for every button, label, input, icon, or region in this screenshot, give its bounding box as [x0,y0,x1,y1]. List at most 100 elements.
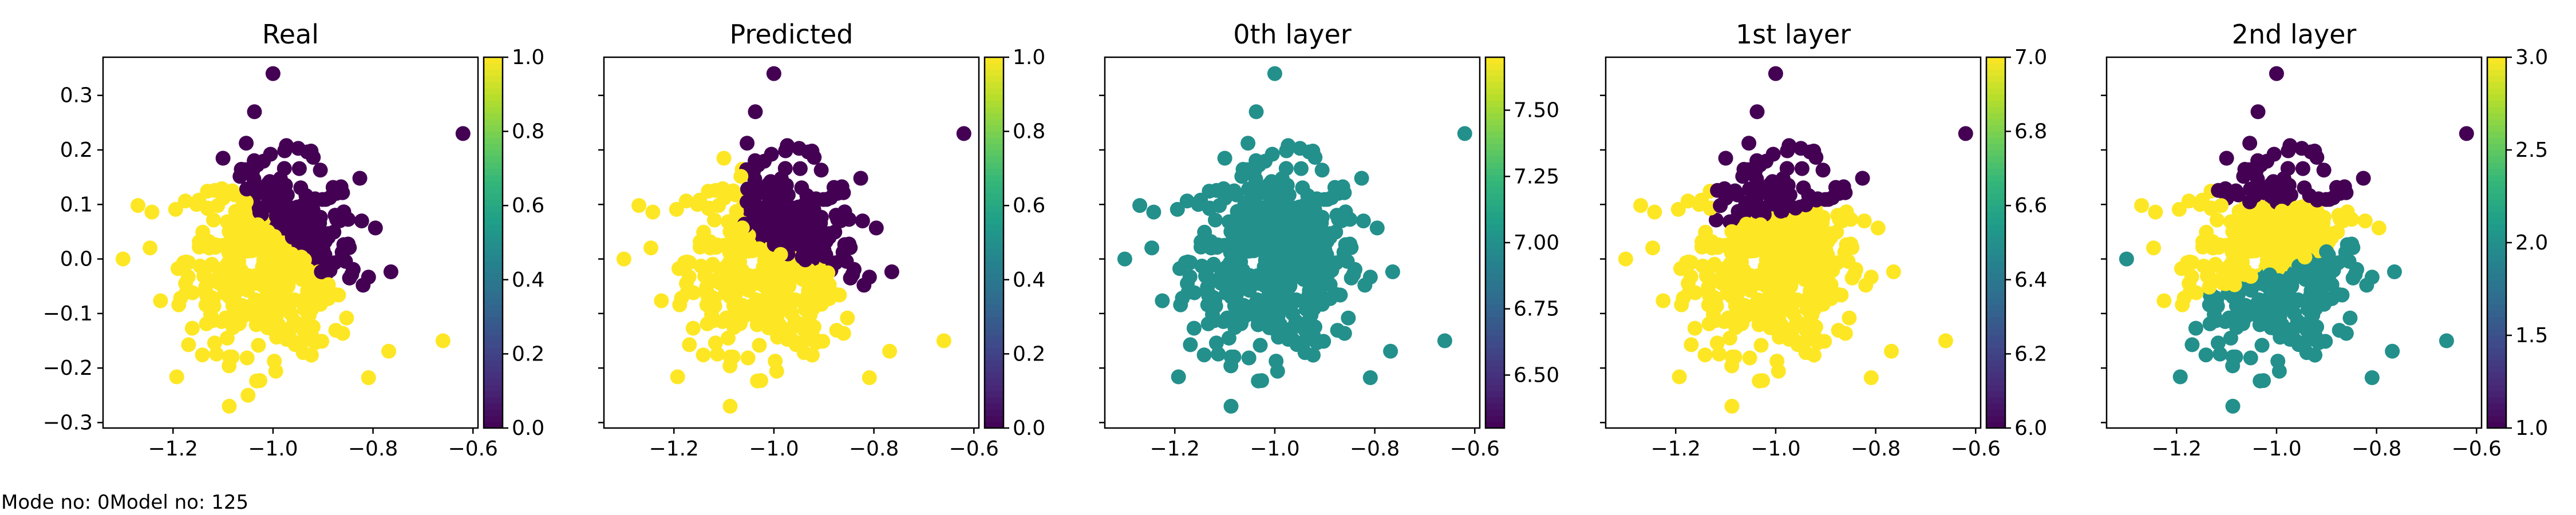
data-point [730,316,746,331]
colorbar-segment [1986,286,2005,292]
data-point [752,338,767,353]
data-point [272,247,287,262]
colorbar-segment [985,360,1003,367]
data-point [1285,332,1301,347]
data-point [1250,317,1266,332]
data-point [706,313,721,328]
data-point [725,349,741,365]
data-point [2274,204,2290,219]
colorbar-segment [985,341,1003,348]
data-point [1295,249,1311,265]
data-point [2184,337,2200,352]
data-point [1687,320,1702,336]
colorbar-segment [2487,248,2506,256]
colorbar-segment [1485,125,1504,132]
data-point [862,370,877,385]
data-point [2385,343,2400,359]
colorbar-segment [2487,347,2506,354]
data-point [807,150,822,165]
data-point [1647,204,1662,220]
data-point [631,198,647,213]
data-point [1829,224,1844,240]
data-point [772,317,787,332]
data-point [769,363,784,379]
colorbar-segment [985,248,1003,256]
data-point [827,224,843,240]
data-point [298,188,314,203]
data-point [1724,245,1739,260]
data-point [1712,346,1727,362]
colorbar-tick-label: 1.0 [2515,417,2548,440]
axes-frame [1605,56,1982,429]
colorbar-segment [1485,255,1504,262]
data-point [2146,240,2162,256]
data-point [1212,198,1227,213]
data-point [1801,188,1816,203]
colorbar-segment [484,354,503,360]
colorbar-tick-label: 0.4 [1013,268,1045,292]
x-tick-label: −0.6 [1951,437,2001,461]
data-point [2242,194,2257,209]
colorbar-segment [1986,156,2005,163]
colorbar-segment [1986,113,2005,120]
data-point [306,150,321,165]
data-point [779,297,795,312]
colorbar-segment [1485,366,1504,373]
colorbar-segment [1485,119,1504,126]
x-tick-label: −1.2 [649,437,699,461]
data-point [1287,200,1302,216]
colorbar-segment [484,168,503,175]
colorbar-segment [2487,76,2506,82]
data-point [2357,213,2373,229]
colorbar-segment [1986,347,2005,354]
data-point [1293,141,1307,156]
data-point [313,163,328,178]
data-point [205,313,220,328]
colorbar-segment [1986,199,2005,206]
data-point [2371,220,2387,236]
colorbar-segment [1986,298,2005,305]
data-point [304,347,319,363]
data-point [2171,201,2187,217]
colorbar-segment [2487,422,2506,429]
data-point [2364,270,2380,285]
colorbar-segment [985,69,1003,76]
data-point [792,161,808,176]
data-point [2156,293,2172,308]
data-point [283,320,299,335]
colorbar-segment [1485,236,1504,243]
colorbar-segment [484,304,503,311]
data-point [2219,150,2234,166]
x-tick-label: −1.2 [2152,437,2202,461]
data-point [1457,126,1472,141]
data-point [1763,176,1778,192]
data-point [361,270,376,285]
data-point [206,212,221,228]
colorbar-segment [985,212,1003,219]
data-point [2228,183,2243,199]
colorbar-tick-label: 0.2 [1013,342,1045,366]
data-point [247,104,262,120]
colorbar-frame [1985,56,2006,429]
data-point [805,301,821,316]
data-point [1807,347,1822,363]
data-point [1223,398,1239,414]
data-point [1727,349,1743,365]
colorbar-segment [1485,341,1504,348]
colorbar-segment [484,341,503,348]
colorbar-segment [2487,168,2506,175]
data-point [268,363,283,379]
colorbar-segment [985,422,1003,429]
data-point [210,198,226,213]
data-point [855,213,870,229]
data-point [2269,231,2284,246]
colorbar-tick-label: 0.8 [512,120,544,144]
colorbar-segment [1986,279,2005,287]
colorbar-tick-label: 7.00 [1514,231,1559,255]
data-point [2387,264,2402,279]
data-point [1383,343,1398,359]
data-point [2286,271,2301,287]
colorbar-segment [484,100,503,107]
data-point [736,301,752,316]
